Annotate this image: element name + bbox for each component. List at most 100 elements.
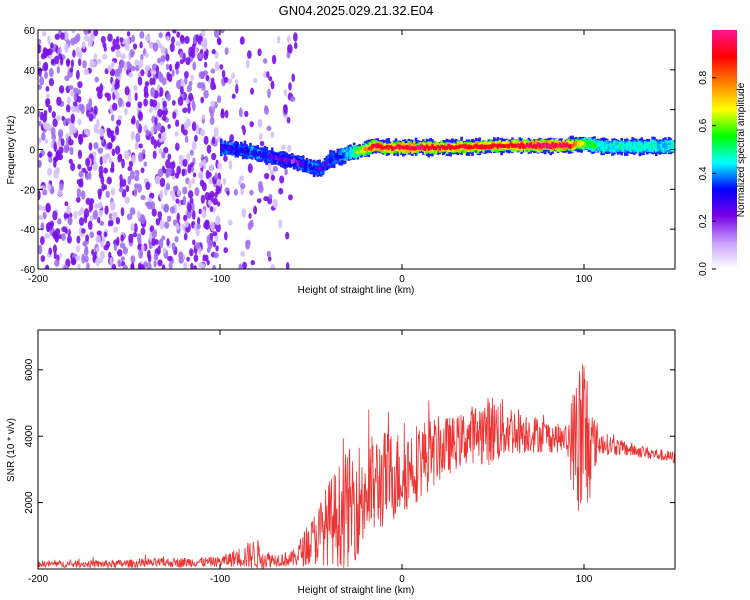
- carrier-cell: [241, 148, 245, 153]
- noise-speckle: [158, 238, 164, 249]
- noise-speckle: [162, 114, 167, 122]
- noise-speckle: [119, 242, 126, 249]
- noise-speckle: [110, 114, 115, 122]
- noise-speckle: [132, 43, 138, 50]
- noise-speckle: [175, 69, 180, 75]
- carrier-cell: [398, 144, 401, 150]
- noise-speckle: [48, 247, 53, 256]
- carrier-cell: [429, 145, 432, 150]
- noise-speckle: [194, 134, 198, 142]
- noise-speckle: [54, 259, 60, 267]
- spectrogram-x-tick-label: -200: [28, 274, 48, 285]
- noise-speckle: [287, 144, 292, 153]
- noise-speckle: [147, 254, 152, 263]
- noise-speckle: [165, 35, 170, 41]
- noise-speckle: [109, 219, 114, 227]
- carrier-cell: [351, 149, 354, 156]
- noise-speckle: [272, 198, 278, 209]
- noise-speckle: [165, 182, 171, 191]
- snr-axes: -200 -100 0 100 2000 4000 6000: [24, 330, 675, 585]
- noise-speckle: [116, 236, 120, 247]
- noise-speckle: [195, 34, 199, 42]
- colorbar-ticks: 0.0 0.2 0.4 0.6 0.8: [698, 70, 716, 276]
- carrier-cell: [356, 150, 360, 154]
- carrier-cell: [494, 144, 498, 148]
- noise-speckle: [40, 255, 46, 263]
- noise-speckle: [203, 51, 209, 61]
- carrier-cell: [465, 145, 469, 149]
- noise-speckle: [270, 174, 275, 181]
- noise-speckle: [247, 50, 252, 59]
- carrier-cell: [669, 145, 673, 150]
- noise-speckle: [139, 31, 145, 39]
- spectrogram-y-tick-label: -20: [21, 185, 36, 196]
- noise-speckle: [283, 88, 288, 97]
- carrier-cell: [381, 146, 385, 150]
- noise-speckle: [50, 42, 54, 49]
- noise-speckle: [118, 153, 123, 160]
- noise-speckle: [268, 193, 273, 200]
- carrier-cell: [602, 145, 605, 151]
- noise-speckle: [120, 234, 124, 242]
- noise-speckle: [199, 179, 205, 187]
- noise-speckle: [270, 263, 276, 269]
- carrier-cell: [321, 166, 325, 171]
- figure-title: GN04.2025.029.21.32.E04: [279, 3, 434, 18]
- carrier-cell: [260, 153, 263, 158]
- noise-speckle: [149, 106, 153, 114]
- noise-speckle: [97, 201, 103, 209]
- noise-speckle: [169, 161, 176, 170]
- noise-speckle: [174, 131, 179, 137]
- noise-speckle: [127, 166, 133, 172]
- noise-speckle: [224, 47, 229, 55]
- spectrogram-x-tick-label: 0: [399, 274, 405, 285]
- carrier-cell: [598, 143, 602, 147]
- noise-speckle: [111, 263, 117, 269]
- noise-speckle: [168, 63, 173, 72]
- noise-speckle: [189, 149, 194, 156]
- noise-speckle: [58, 252, 63, 259]
- carrier-cell: [511, 143, 514, 148]
- carrier-cell: [654, 145, 658, 150]
- carrier-cell: [392, 146, 396, 151]
- noise-speckle: [52, 230, 58, 239]
- carrier-cell: [527, 143, 531, 149]
- noise-speckle: [48, 104, 52, 113]
- noise-speckle: [151, 229, 157, 239]
- carrier-cell: [383, 146, 387, 150]
- noise-speckle: [161, 264, 166, 269]
- carrier-cell: [460, 144, 463, 149]
- noise-speckle: [110, 46, 116, 52]
- carrier-cell: [292, 157, 296, 164]
- spectrogram-x-tick-label: -100: [210, 274, 230, 285]
- noise-speckle: [203, 135, 209, 145]
- noise-speckle: [184, 220, 189, 228]
- noise-speckle: [119, 179, 123, 189]
- snr-y-axis-label: SNR (10 * v/v): [6, 418, 17, 482]
- carrier-cell: [387, 145, 391, 150]
- noise-speckle: [101, 235, 106, 243]
- carrier-cell: [454, 145, 458, 149]
- carrier-cell: [449, 145, 452, 151]
- carrier-cell: [396, 144, 400, 149]
- noise-speckle: [182, 107, 188, 114]
- noise-speckle: [166, 93, 171, 102]
- carrier-cell: [425, 144, 429, 149]
- noise-speckle: [70, 162, 76, 172]
- noise-speckle: [56, 114, 61, 122]
- noise-speckle: [117, 260, 122, 268]
- carrier-cell: [647, 145, 651, 150]
- noise-speckle: [89, 215, 94, 222]
- noise-speckle: [85, 173, 89, 181]
- noise-speckle: [186, 152, 190, 162]
- carrier-cell: [642, 145, 645, 150]
- noise-speckle: [179, 86, 184, 95]
- noise-speckle: [60, 138, 65, 147]
- noise-speckle: [68, 84, 74, 91]
- carrier-cell: [325, 160, 329, 165]
- noise-speckle: [86, 129, 91, 137]
- carrier-cell: [503, 144, 507, 148]
- noise-speckle: [81, 167, 87, 173]
- carrier-cell: [365, 148, 369, 153]
- noise-speckle: [192, 61, 197, 71]
